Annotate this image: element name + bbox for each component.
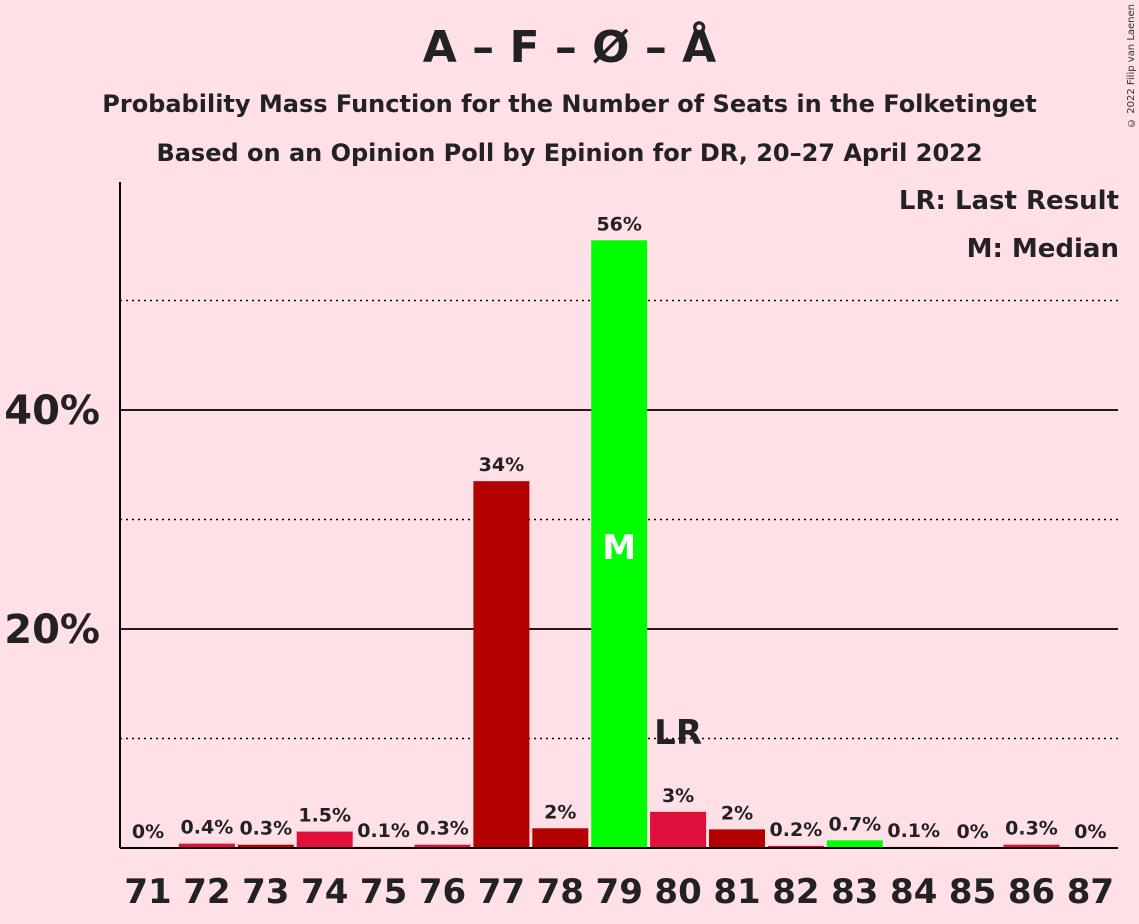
x-tick-label: 77 bbox=[478, 872, 525, 912]
bar-value-label: 34% bbox=[479, 454, 524, 476]
x-tick-label: 81 bbox=[713, 872, 760, 912]
bar-seats-83 bbox=[826, 840, 883, 848]
x-tick-label: 78 bbox=[537, 872, 584, 912]
bar-value-label: 2% bbox=[721, 802, 753, 824]
bar-value-label: 0.3% bbox=[416, 818, 469, 840]
bar-seats-73 bbox=[237, 844, 294, 848]
bar-value-label: 0% bbox=[956, 821, 988, 843]
x-tick-label: 76 bbox=[419, 872, 466, 912]
x-tick-label: 84 bbox=[890, 872, 937, 912]
bar-value-label: 56% bbox=[596, 213, 641, 235]
x-tick-label: 79 bbox=[596, 872, 643, 912]
x-tick-label: 72 bbox=[183, 872, 230, 912]
x-tick-label: 73 bbox=[242, 872, 289, 912]
bar-seats-79 bbox=[591, 240, 648, 848]
bar-value-label: 0% bbox=[132, 821, 164, 843]
x-tick-label: 80 bbox=[654, 872, 701, 912]
bar-seats-72 bbox=[178, 843, 235, 848]
x-tick-label: 74 bbox=[301, 872, 348, 912]
chart-subtitle: Probability Mass Function for the Number… bbox=[102, 90, 1037, 118]
x-tick-label: 87 bbox=[1067, 872, 1114, 912]
bar-seats-78 bbox=[532, 828, 589, 848]
bar-value-label: 1.5% bbox=[298, 805, 351, 827]
bar-seats-86 bbox=[1003, 844, 1060, 848]
y-tick-label: 40% bbox=[4, 388, 100, 434]
y-tick-label: 20% bbox=[4, 607, 100, 653]
x-tick-label: 83 bbox=[831, 872, 878, 912]
bar-value-label: 0.2% bbox=[770, 819, 823, 841]
bar-value-label: 0.3% bbox=[1005, 818, 1058, 840]
bar-seats-80 bbox=[650, 811, 707, 848]
x-tick-label: 86 bbox=[1008, 872, 1055, 912]
chart-subtitle-source: Based on an Opinion Poll by Epinion for … bbox=[156, 139, 983, 167]
bar-value-label: 0.3% bbox=[239, 818, 292, 840]
median-marker: M bbox=[602, 528, 636, 568]
bar-seats-77 bbox=[473, 481, 530, 848]
bar-seats-74 bbox=[296, 831, 353, 848]
chart-title: A – F – Ø – Å bbox=[422, 22, 717, 73]
bar-value-label: 0.1% bbox=[887, 820, 940, 842]
bar-value-label: 2% bbox=[544, 801, 576, 823]
bar-value-label: 3% bbox=[662, 785, 694, 807]
bar-value-label: 0% bbox=[1074, 821, 1106, 843]
x-tick-label: 71 bbox=[124, 872, 171, 912]
x-tick-label: 82 bbox=[772, 872, 819, 912]
bar-seats-81 bbox=[709, 829, 765, 848]
bar-value-label: 0.4% bbox=[181, 817, 234, 839]
x-tick-label: 75 bbox=[360, 872, 407, 912]
last-result-marker: LR bbox=[654, 713, 702, 753]
bar-value-label: 0.1% bbox=[357, 820, 410, 842]
bar-value-label: 0.7% bbox=[828, 813, 881, 835]
bar-seats-82 bbox=[767, 845, 824, 848]
legend-last-result: LR: Last Result bbox=[898, 186, 1119, 216]
x-tick-label: 85 bbox=[949, 872, 996, 912]
legend-median: M: Median bbox=[966, 234, 1119, 264]
bar-seats-76 bbox=[414, 844, 471, 848]
